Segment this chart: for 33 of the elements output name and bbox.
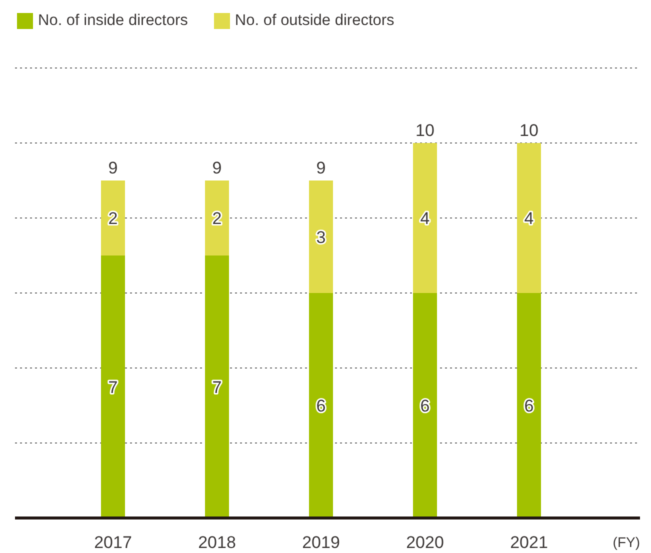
- data-label: 7: [212, 377, 222, 396]
- x-tick-label: 2019: [302, 533, 340, 552]
- total-label: 9: [316, 158, 326, 178]
- total-label: 9: [108, 158, 118, 178]
- legend-label: No. of inside directors: [38, 12, 188, 29]
- total-label: 10: [520, 121, 538, 140]
- data-label: 6: [524, 396, 534, 415]
- bar: [413, 143, 437, 293]
- data-label: 2: [108, 208, 118, 228]
- x-tick-label: 2020: [406, 533, 444, 552]
- total-label: 9: [212, 158, 222, 178]
- x-tick-label: 2018: [198, 533, 236, 552]
- data-label: 6: [420, 396, 430, 415]
- data-label: 3: [316, 227, 326, 246]
- x-tick-label: 2021: [510, 533, 548, 552]
- data-label: 4: [420, 208, 430, 228]
- bar: [309, 180, 333, 293]
- data-label: 4: [524, 208, 534, 228]
- x-axis-title: (FY): [612, 534, 640, 550]
- data-label: 6: [316, 396, 326, 415]
- total-label: 10: [416, 121, 434, 140]
- bar: [205, 180, 229, 256]
- bar: [309, 293, 333, 518]
- bar: [517, 293, 541, 518]
- x-tick-label: 2017: [94, 533, 132, 552]
- bar: [101, 180, 125, 256]
- bar: [517, 143, 541, 293]
- bar: [413, 293, 437, 518]
- legend-label: No. of outside directors: [234, 12, 394, 29]
- bar: [205, 256, 229, 518]
- bar: [101, 256, 125, 518]
- data-label: 2: [212, 208, 222, 228]
- data-label: 7: [108, 377, 118, 396]
